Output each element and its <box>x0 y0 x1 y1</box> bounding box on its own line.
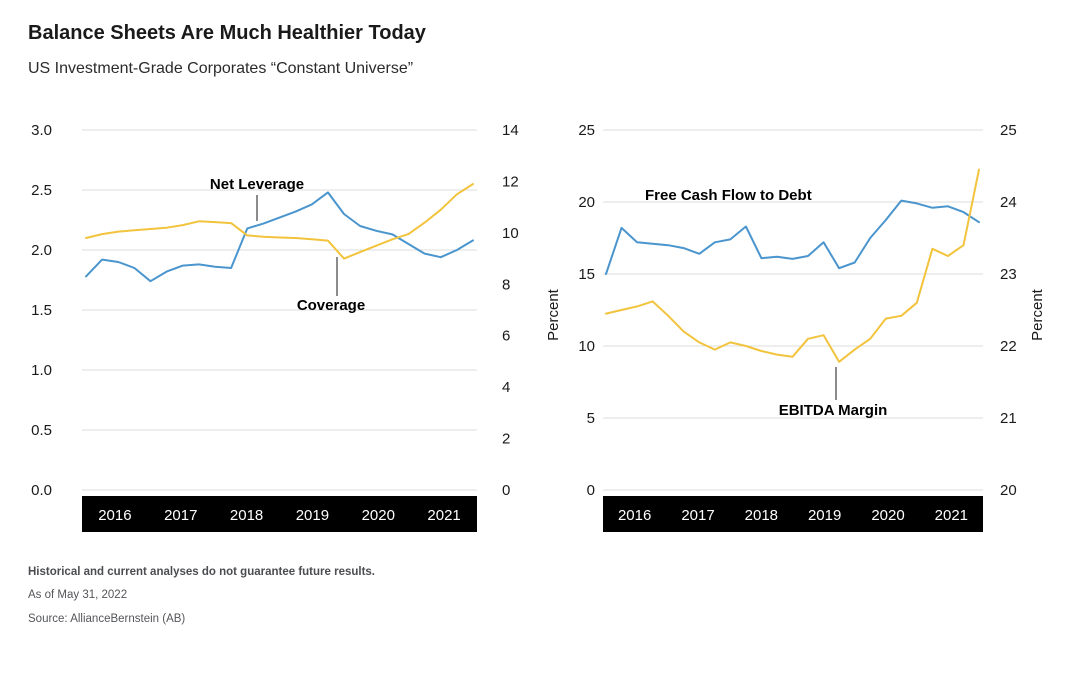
right-axis-tick-label: 14 <box>502 122 519 139</box>
figure-title: Balance Sheets Are Much Healthier Today <box>28 22 426 44</box>
right-axis-tick-label: 10 <box>502 225 519 242</box>
series-line-ebitda-margin <box>605 168 980 363</box>
source-text: Source: AllianceBernstein (AB) <box>28 613 186 625</box>
right-axis-tick-label: 12 <box>502 173 519 190</box>
left-axis-tick-label: 1.0 <box>31 362 52 379</box>
left-axis-tick-label: 1.5 <box>31 302 52 319</box>
series-line-coverage <box>85 183 474 260</box>
x-axis-bar <box>603 496 983 532</box>
x-axis-year-label: 2021 <box>935 507 968 524</box>
left-axis-tick-label: 5 <box>587 410 595 427</box>
left-axis-tick-label: 10 <box>578 338 595 355</box>
x-axis-year-label: 2018 <box>230 507 263 524</box>
right-axis-tick-label: 6 <box>502 328 510 345</box>
left-axis-tick-label: 0.5 <box>31 422 52 439</box>
x-axis-year-label: 2020 <box>362 507 395 524</box>
left-axis-tick-label: 3.0 <box>31 122 52 139</box>
left-axis-tick-label: 0.0 <box>31 482 52 499</box>
left-axis-tick-label: 2.0 <box>31 242 52 259</box>
x-axis-year-label: 2016 <box>618 507 651 524</box>
right-axis-tick-label: 20 <box>1000 482 1017 499</box>
left-axis-title: Percent <box>545 288 562 341</box>
right-axis-tick-label: 22 <box>1000 338 1017 355</box>
right-axis-tick-label: 2 <box>502 431 510 448</box>
series-line-free-cash-flow-to-debt <box>605 199 980 275</box>
disclaimer-text: Historical and current analyses do not g… <box>28 566 376 578</box>
x-axis-year-label: 2020 <box>871 507 904 524</box>
right-axis-tick-label: 0 <box>502 482 510 499</box>
right-axis-tick-label: 24 <box>1000 194 1017 211</box>
x-axis-year-label: 2019 <box>808 507 841 524</box>
left-axis-tick-label: 20 <box>578 194 595 211</box>
x-axis-year-label: 2019 <box>296 507 329 524</box>
x-axis-year-label: 2017 <box>164 507 197 524</box>
right-axis-title: Percent <box>1029 288 1046 341</box>
annotation-net-leverage: Net Leverage <box>210 176 304 193</box>
left-axis-tick-label: 2.5 <box>31 182 52 199</box>
left-axis-tick-label: 15 <box>578 266 595 283</box>
x-axis-year-label: 2018 <box>745 507 778 524</box>
right-axis-tick-label: 23 <box>1000 266 1017 283</box>
right-axis-tick-label: 21 <box>1000 410 1017 427</box>
right-axis-tick-label: 25 <box>1000 122 1017 139</box>
x-axis-year-label: 2016 <box>98 507 131 524</box>
annotation-ebitda-margin: EBITDA Margin <box>779 402 888 419</box>
x-axis-year-label: 2017 <box>681 507 714 524</box>
left-axis-tick-label: 25 <box>578 122 595 139</box>
annotation-coverage: Coverage <box>297 297 365 314</box>
figure-subtitle: US Investment-Grade Corporates “Constant… <box>28 60 414 77</box>
annotation-free-cash-flow-to-debt: Free Cash Flow to Debt <box>645 187 812 204</box>
as-of-date: As of May 31, 2022 <box>28 589 128 601</box>
left-axis-tick-label: 0 <box>587 482 595 499</box>
series-line-net-leverage <box>85 191 474 283</box>
right-axis-tick-label: 8 <box>502 276 510 293</box>
x-axis-year-label: 2021 <box>427 507 460 524</box>
right-axis-tick-label: 4 <box>502 379 510 396</box>
x-axis-bar <box>82 496 477 532</box>
